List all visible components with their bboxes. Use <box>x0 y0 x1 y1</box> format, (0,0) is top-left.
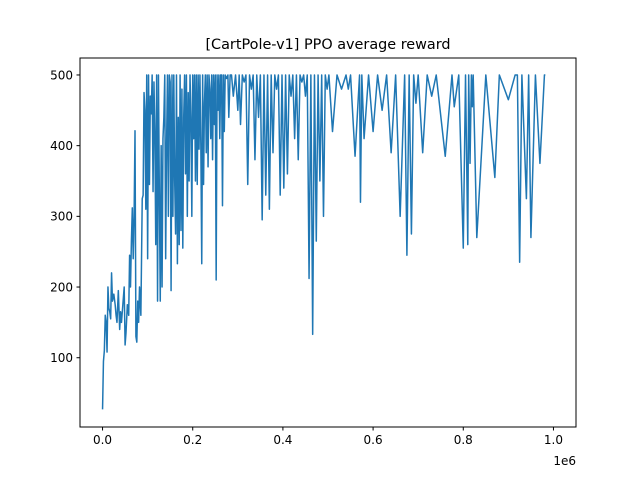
x-tick-label: 0.4 <box>273 433 292 447</box>
y-tick-label: 400 <box>50 139 73 153</box>
plot-area <box>101 74 546 410</box>
y-tick-label: 500 <box>50 68 73 82</box>
x-tick-label: 0.8 <box>454 433 473 447</box>
y-tick-label: 200 <box>50 280 73 294</box>
y-tick-label: 300 <box>50 210 73 224</box>
x-tick-label: 0.2 <box>183 433 202 447</box>
axes-frame <box>79 57 577 428</box>
y-tick-label: 100 <box>50 351 73 365</box>
x-offset-text: 1e6 <box>553 454 576 468</box>
axes: 0.0 0.2 0.4 0.6 0.8 1.0 100 200 300 400 500 <box>50 57 577 447</box>
chart-title: [CartPole-v1] PPO average reward <box>205 37 450 53</box>
series-line-0 <box>101 74 546 410</box>
x-tick-label: 0.0 <box>93 433 112 447</box>
x-tick-label: 1.0 <box>544 433 563 447</box>
x-tick-label: 0.6 <box>364 433 383 447</box>
